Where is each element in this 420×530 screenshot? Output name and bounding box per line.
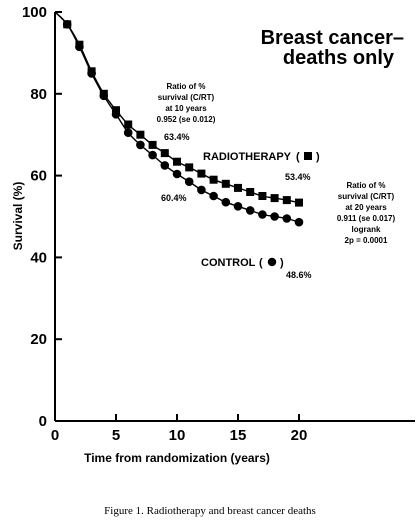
radiotherapy-point-9	[160, 149, 169, 158]
x-tick-label-15: 15	[230, 427, 247, 444]
radiotherapy-point-13	[209, 175, 218, 184]
radiotherapy-point-18	[270, 194, 279, 203]
control-point-16	[245, 206, 255, 215]
y-axis-title: Survival (%)	[11, 182, 25, 251]
control-point-5	[111, 110, 121, 119]
control-legend-circle	[267, 257, 277, 267]
control-point-19	[282, 214, 292, 223]
control-label-close: )	[280, 257, 284, 269]
y-tick-label-20: 20	[30, 331, 47, 348]
ratio10-line4: 0.952 (se 0.012)	[157, 115, 216, 124]
survival-chart: Breast cancer– deaths only Survival (%) …	[11, 4, 415, 465]
control-point-11	[184, 177, 194, 186]
chart-title-line2: deaths only	[283, 47, 395, 69]
x-axis-title: Time from randomization (years)	[84, 451, 270, 465]
y-tick-label-100: 100	[22, 4, 47, 21]
ratio20-line1: Ratio of %	[346, 181, 385, 190]
radiotherapy-value-20y: 53.4%	[285, 172, 311, 182]
radiotherapy-legend-square	[304, 152, 312, 160]
radiotherapy-point-10	[173, 157, 181, 166]
radiotherapy-point-20	[295, 198, 303, 207]
control-point-9	[160, 161, 170, 170]
control-point-15	[233, 202, 243, 211]
control-point-4	[99, 91, 109, 101]
control-label-text: CONTROL	[201, 257, 256, 269]
control-point-3	[87, 69, 96, 78]
radiotherapy-label-open: (	[296, 151, 300, 163]
radiotherapy-point-17	[258, 192, 267, 200]
radiotherapy-point-12	[197, 169, 206, 178]
radiotherapy-point-15	[234, 183, 242, 192]
radiotherapy-point-7	[136, 130, 145, 139]
radiotherapy-point-8	[148, 140, 157, 149]
control-point-8	[148, 150, 157, 160]
y-tick-label-60: 60	[30, 168, 47, 185]
control-point-20	[294, 217, 304, 227]
radiotherapy-label-close: )	[316, 151, 320, 163]
ratio20-line4: 0.911 (se 0.017)	[337, 214, 396, 223]
y-tick-label-80: 80	[30, 86, 47, 103]
radiotherapy-point-11	[185, 163, 194, 172]
figure-caption: Figure 1. Radiotherapy and breast cancer…	[104, 505, 316, 517]
x-tick-label-0: 0	[51, 427, 59, 444]
control-point-1	[62, 20, 72, 29]
y-ticks: 0 20 40 60 80 100	[22, 4, 62, 430]
control-point-14	[221, 197, 231, 207]
radiotherapy-point-19	[282, 196, 291, 205]
control-series-label: CONTROL ( )	[201, 257, 284, 269]
annotation-ratio-20-years: Ratio of % survival (C/RT) at 20 years 0…	[337, 181, 396, 245]
x-tick-label-5: 5	[112, 427, 120, 444]
y-tick-label-0: 0	[39, 413, 47, 430]
control-point-6	[123, 128, 133, 137]
control-point-17	[258, 210, 267, 219]
control-point-13	[209, 191, 218, 201]
control-value-10y: 60.4%	[161, 193, 187, 203]
control-point-10	[172, 169, 182, 179]
x-ticks: 0 5 10 15 20	[51, 414, 308, 444]
radiotherapy-value-10y: 63.4%	[164, 132, 190, 142]
ratio10-line3: at 10 years	[165, 104, 207, 113]
ratio20-line6: 2p = 0.0001	[345, 236, 388, 245]
x-tick-label-10: 10	[169, 427, 186, 444]
radiotherapy-point-6	[124, 120, 133, 129]
ratio20-line3: at 20 years	[345, 203, 387, 212]
control-value-20y: 48.6%	[286, 270, 312, 280]
control-point-2	[75, 42, 84, 52]
radiotherapy-point-14	[221, 179, 230, 188]
y-tick-label-40: 40	[30, 249, 47, 266]
radiotherapy-point-16	[246, 188, 255, 196]
chart-title-line1: Breast cancer–	[261, 27, 404, 49]
control-point-18	[270, 212, 279, 221]
annotation-ratio-10-years: Ratio of % survival (C/RT) at 10 years 0…	[157, 82, 216, 124]
control-label-open: (	[259, 257, 263, 269]
radiotherapy-label-text: RADIOTHERAPY	[203, 151, 292, 163]
control-point-12	[197, 185, 206, 195]
control-point-7	[136, 140, 145, 150]
ratio10-line1: Ratio of %	[166, 82, 205, 91]
series-control	[54, 11, 304, 227]
radiotherapy-series-label: RADIOTHERAPY ( )	[203, 151, 320, 163]
x-tick-label-20: 20	[291, 427, 308, 444]
ratio20-line5: logrank	[352, 225, 381, 234]
ratio10-line2: survival (C/RT)	[158, 93, 215, 102]
ratio20-line2: survival (C/RT)	[338, 192, 395, 201]
